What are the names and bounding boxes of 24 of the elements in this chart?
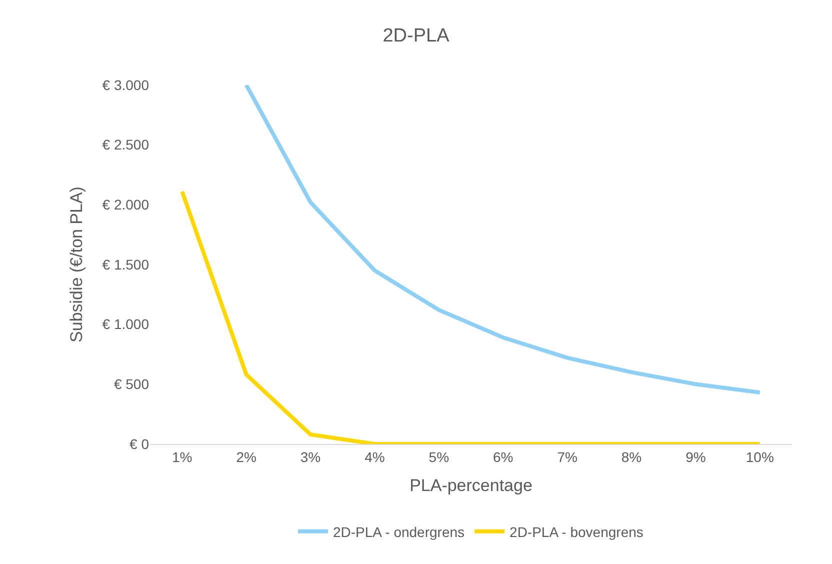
x-tick-label: 1%: [172, 448, 192, 465]
y-tick-label: € 3.000: [102, 76, 150, 93]
x-tick-label: 2%: [236, 448, 256, 465]
x-tick-label: 10%: [746, 448, 774, 465]
x-tick-label: 3%: [300, 448, 321, 465]
y-tick-label: € 0: [130, 436, 150, 452]
line-series: [244, 85, 762, 395]
x-tick-label: 5%: [428, 448, 450, 465]
x-tick-label: 6%: [492, 448, 514, 465]
line-series: [180, 190, 762, 444]
y-tick-label: € 500: [114, 376, 150, 392]
x-tick-label: 4%: [364, 448, 385, 465]
x-axis-title: PLA-percentage: [410, 476, 532, 496]
y-axis-title: Subsidie (€/ton PLA): [66, 186, 86, 342]
x-tick-label: 8%: [621, 448, 642, 465]
legend-label: 2D-PLA - bovengrens: [510, 524, 644, 540]
chart-title: 2D-PLA: [382, 26, 450, 46]
legend-label: 2D-PLA - ondergrens: [333, 524, 465, 540]
x-tick-label: 9%: [686, 448, 706, 465]
y-tick-label: € 2.500: [102, 136, 150, 153]
y-tick-label: € 2.000: [102, 196, 150, 213]
y-tick-label: € 1.000: [102, 316, 150, 332]
y-tick-label: € 1.500: [102, 256, 150, 272]
x-tick-label: 7%: [557, 448, 578, 465]
